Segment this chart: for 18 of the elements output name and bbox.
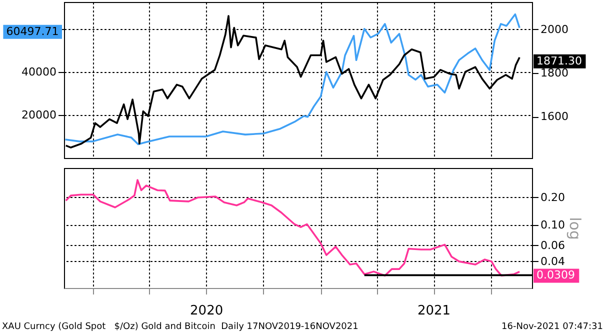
y2-tick-label: 0.06 (540, 238, 565, 252)
text: 60497.71 (6, 24, 59, 38)
x-tick-label: 2020 (190, 304, 224, 318)
y2-tick-label: 0.20 (540, 190, 565, 204)
y2-tick-label: 2000 (540, 22, 568, 36)
text: XAU Curncy (Gold Spot $/Oz) Gold and Bitcoin Daily 17NOV2019-16NOV2021 (2, 322, 358, 332)
y-tick-label: 20000 (22, 108, 56, 122)
text: 16-Nov-2021 07:47:31 (502, 322, 603, 332)
text: 0.0309 (536, 268, 576, 282)
y2-axis-title: log (566, 217, 584, 240)
line-series (64, 179, 520, 277)
y2-tick-label: 0.04 (540, 254, 565, 268)
y2-tick-label: 1800 (540, 66, 568, 80)
y2-tick-label: 1600 (540, 110, 568, 124)
x-tick-label: 2021 (417, 304, 451, 318)
y2-tick-label: 0.10 (540, 218, 565, 232)
y-tick-label: 40000 (22, 65, 56, 78)
text: 1871.30 (536, 54, 582, 68)
